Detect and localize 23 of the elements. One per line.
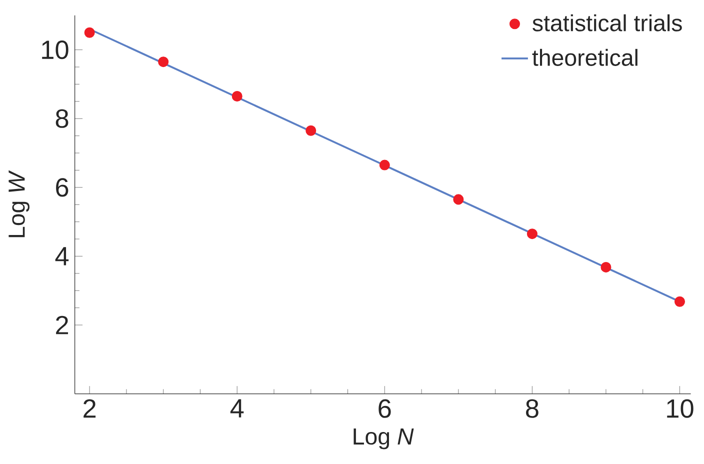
x-tick-label: 10 [667,399,694,418]
point [232,90,242,102]
point [84,27,95,38]
point [306,125,316,136]
x-axis-title: Log N [354,428,414,450]
x-tick-label: 6 [378,399,391,418]
x-tick-label: 2 [84,399,96,418]
y-axis-title: Log W [8,170,30,238]
y-tick-label: 4 [55,247,69,266]
point [526,228,538,240]
point [379,160,390,170]
y-tick-label: 2 [56,316,68,334]
y-tick-label: 6 [56,178,68,197]
point [158,56,169,68]
legend-label: statistical trials [532,14,682,32]
point [453,194,464,205]
point [674,296,685,307]
y-tick-label: 10 [42,40,68,60]
y-tick-label: 8 [56,109,68,128]
x-tick-label: 4 [230,399,244,418]
x-tick-label: 8 [526,399,538,418]
legend-label: theoretical [532,48,638,66]
point [600,262,612,272]
